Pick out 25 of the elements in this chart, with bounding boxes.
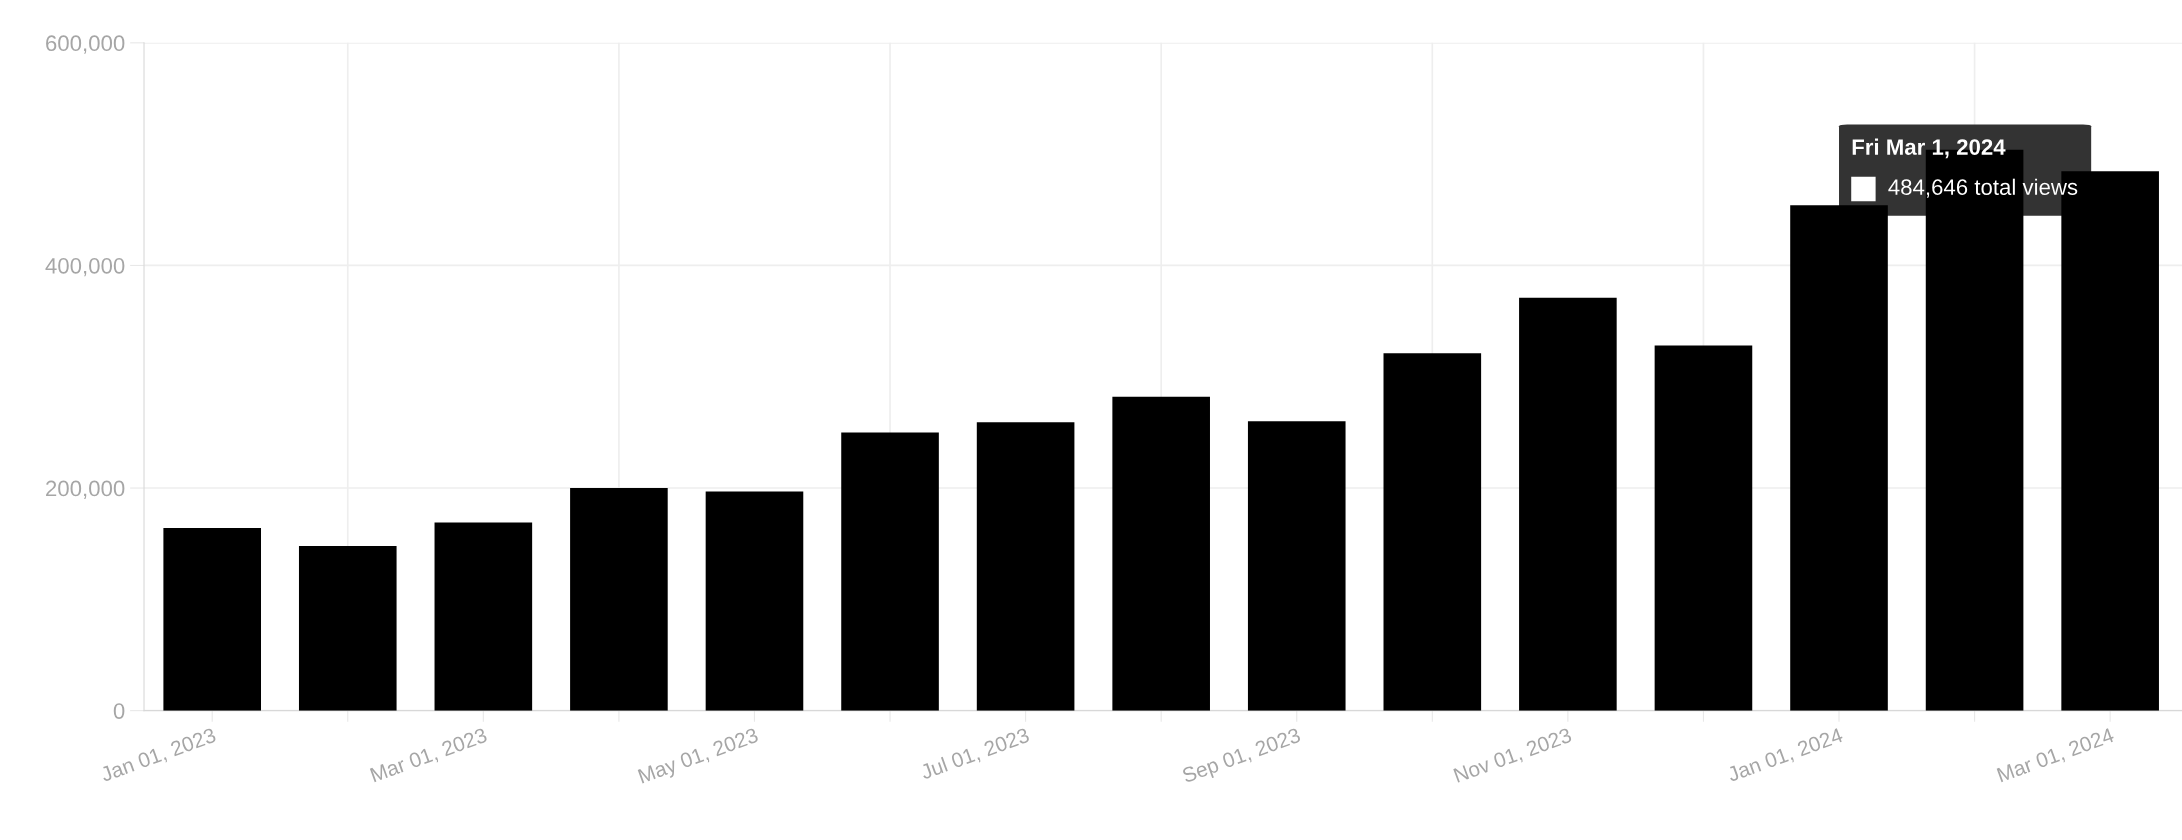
x-tick-label: May 01, 2023 <box>637 727 761 788</box>
y-tick-label: 600,000 <box>46 35 125 54</box>
x-tick-label: Sep 01, 2023 <box>1181 727 1303 787</box>
bar <box>434 522 533 711</box>
bar <box>705 491 804 711</box>
bar <box>1383 353 1482 711</box>
bar <box>570 488 668 711</box>
annotation: Fri Mar 1, 2024 484,646 total views <box>1852 138 2078 198</box>
x-tick-label: Jan 01, 2023 <box>99 727 218 785</box>
bar <box>1654 345 1753 711</box>
y-tick-label: 400,000 <box>45 257 125 277</box>
x-tick-label: Jan 01, 2024 <box>1726 727 1845 785</box>
bar <box>1519 297 1617 711</box>
y-tick-label: 0 <box>113 703 125 719</box>
bar <box>976 422 1075 711</box>
bar <box>1247 421 1346 711</box>
y-tick-label: 200,000 <box>46 480 125 499</box>
bar <box>163 528 262 711</box>
x-tick-label: Mar 01, 2023 <box>369 727 489 785</box>
bar <box>841 432 939 711</box>
x-tick-label: Nov 01, 2023 <box>1453 727 1574 786</box>
x-tick-label: Jul 01, 2023 <box>919 726 1031 783</box>
bar <box>1112 396 1210 711</box>
bar <box>298 545 397 711</box>
x-tick-label: Mar 01, 2024 <box>1996 727 2116 785</box>
